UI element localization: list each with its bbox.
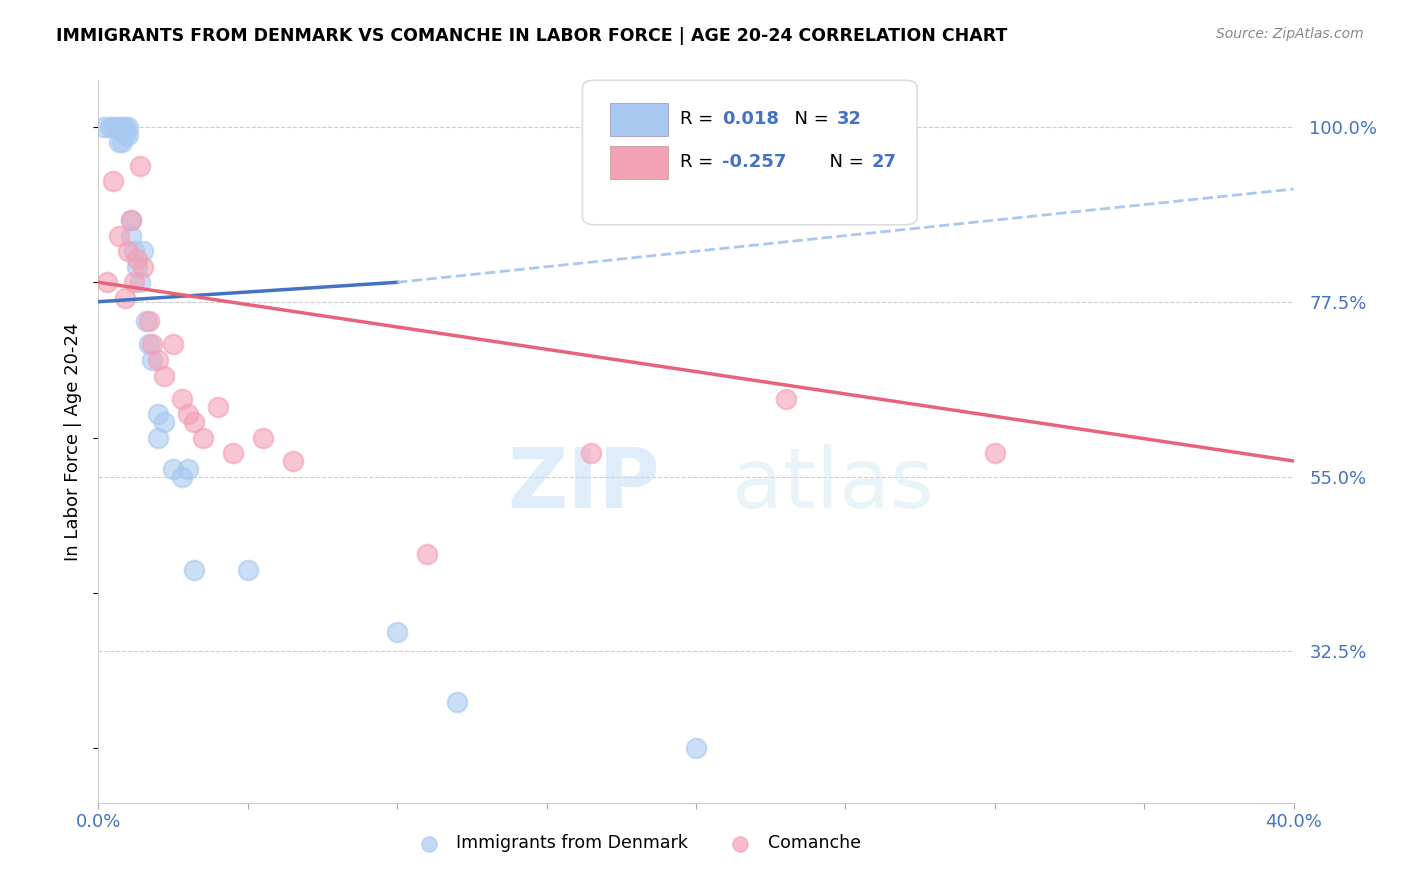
Text: -0.257: -0.257 (723, 153, 786, 171)
Point (162, 461, 184, 475)
Point (236, 563, 259, 577)
Point (191, 431, 214, 445)
Point (685, 741, 707, 756)
Point (129, 275, 152, 289)
Point (129, 159, 152, 173)
Point (117, 244, 139, 259)
Point (108, 120, 131, 134)
Point (127, 260, 149, 274)
Text: R =: R = (681, 110, 720, 128)
Point (120, 213, 142, 227)
Point (252, 431, 274, 445)
Point (446, 695, 468, 709)
Point (984, 446, 1007, 460)
Point (183, 563, 205, 577)
Point (162, 337, 184, 351)
Text: 27: 27 (872, 153, 897, 171)
Point (148, 431, 170, 445)
Point (117, 120, 139, 134)
Text: Source: ZipAtlas.com: Source: ZipAtlas.com (1216, 27, 1364, 41)
Point (108, 228, 131, 243)
Point (141, 353, 163, 368)
Point (132, 244, 155, 259)
Point (114, 128, 136, 142)
Point (111, 136, 134, 150)
Point (114, 120, 136, 134)
Point (153, 368, 176, 383)
FancyBboxPatch shape (610, 146, 668, 179)
Point (172, 469, 194, 483)
Point (124, 244, 146, 259)
Y-axis label: In Labor Force | Age 20-24: In Labor Force | Age 20-24 (65, 322, 83, 561)
Point (124, 275, 146, 289)
Point (111, 120, 134, 134)
Point (114, 291, 136, 305)
Point (135, 314, 157, 328)
Point (222, 446, 245, 460)
Point (132, 260, 155, 274)
Point (117, 128, 139, 142)
Text: 32: 32 (837, 110, 862, 128)
Point (98, 120, 122, 134)
Text: IMMIGRANTS FROM DENMARK VS COMANCHE IN LABOR FORCE | AGE 20-24 CORRELATION CHART: IMMIGRANTS FROM DENMARK VS COMANCHE IN L… (56, 27, 1008, 45)
Point (120, 213, 142, 227)
Point (138, 314, 160, 328)
Point (93, 120, 115, 134)
Text: 0.018: 0.018 (723, 110, 779, 128)
Point (207, 400, 229, 414)
Point (148, 408, 170, 422)
Point (148, 353, 170, 368)
Point (172, 392, 194, 406)
Legend: Immigrants from Denmark, Comanche: Immigrants from Denmark, Comanche (405, 827, 868, 859)
Point (103, 120, 125, 134)
Point (177, 461, 200, 475)
Text: ZIP: ZIP (508, 444, 661, 525)
Text: N =: N = (818, 153, 869, 171)
Point (103, 174, 125, 188)
Text: N =: N = (783, 110, 835, 128)
FancyBboxPatch shape (610, 103, 668, 136)
Text: R =: R = (681, 153, 720, 171)
Point (385, 624, 409, 639)
Point (281, 454, 304, 468)
Point (416, 547, 439, 561)
Point (177, 408, 200, 422)
Point (120, 228, 142, 243)
FancyBboxPatch shape (582, 80, 917, 225)
Point (775, 392, 797, 406)
Point (581, 446, 603, 460)
Point (96, 275, 118, 289)
Text: atlas: atlas (733, 444, 934, 525)
Point (127, 252, 149, 266)
Point (153, 415, 176, 429)
Point (183, 415, 205, 429)
Point (141, 337, 163, 351)
Point (138, 337, 160, 351)
Point (105, 120, 128, 134)
Point (108, 136, 131, 150)
